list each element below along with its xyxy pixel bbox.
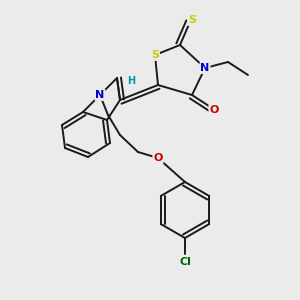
Text: O: O — [209, 105, 219, 115]
Text: S: S — [188, 15, 196, 25]
Text: S: S — [151, 50, 159, 60]
Text: H: H — [127, 76, 135, 85]
Text: Cl: Cl — [179, 257, 191, 267]
Text: N: N — [95, 90, 105, 100]
Text: N: N — [200, 63, 210, 73]
Text: O: O — [153, 153, 163, 163]
